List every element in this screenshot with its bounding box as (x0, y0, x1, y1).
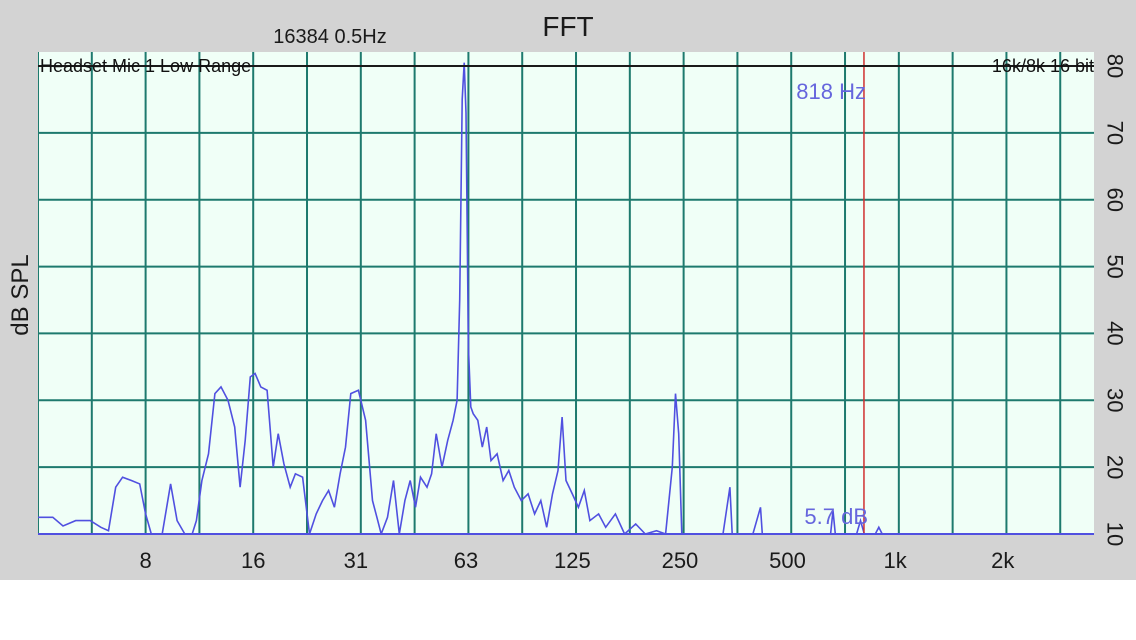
plot-right-mask (1094, 0, 1136, 580)
y-tick-label: 10 (1103, 522, 1128, 546)
x-axis-ticks: 8 16 31 63 125 250 500 1k 2k (139, 548, 1015, 573)
input-device-label: Headset Mic 1 Low Range (40, 56, 251, 76)
x-tick-label: 16 (241, 548, 265, 573)
chart-title: FFT (542, 11, 593, 42)
x-tick-label: 63 (454, 548, 478, 573)
x-tick-label: 2k (991, 548, 1015, 573)
x-tick-label: 8 (139, 548, 151, 573)
y-tick-label: 60 (1103, 187, 1128, 211)
plot-area (38, 52, 1094, 534)
sample-format-label: 16k/8k 16 bit (992, 56, 1094, 76)
cursor-level-readout: 5.7 dB (804, 504, 868, 529)
y-axis-label: dB SPL (7, 254, 34, 335)
fft-size-resolution: 16384 0.5Hz (273, 26, 386, 48)
y-tick-label: 20 (1103, 455, 1128, 479)
x-tick-label: 31 (344, 548, 368, 573)
y-tick-label: 70 (1103, 121, 1128, 145)
y-tick-label: 50 (1103, 254, 1128, 278)
x-tick-label: 250 (662, 548, 699, 573)
y-tick-label: 40 (1103, 321, 1128, 345)
plot-left-mask (0, 0, 38, 580)
y-tick-label: 30 (1103, 388, 1128, 412)
plot-top-mask (0, 0, 1136, 52)
y-axis-ticks: 10 20 30 40 50 60 70 80 (1103, 54, 1128, 546)
spectrum-line (38, 62, 1094, 537)
x-tick-label: 500 (769, 548, 806, 573)
x-tick-label: 125 (554, 548, 591, 573)
y-tick-label: 80 (1103, 54, 1128, 78)
plot-bottom-mask (0, 534, 1136, 580)
cursor-frequency-readout: 818 Hz (796, 79, 866, 104)
x-tick-label: 1k (884, 548, 908, 573)
